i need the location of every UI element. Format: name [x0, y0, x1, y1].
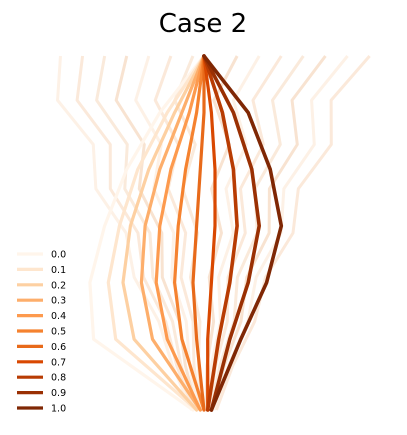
legend-label-0.2: 0.2 — [51, 280, 66, 291]
series-line-0.0 — [88, 54, 206, 412]
faint-trace-4 — [134, 55, 201, 411]
series-line-0.2 — [121, 54, 206, 412]
series-line-0.5 — [173, 54, 206, 412]
series-line-0.3 — [139, 54, 206, 412]
series-line-0.8 — [202, 54, 239, 412]
series-line-0.6 — [191, 54, 206, 412]
legend-label-0.6: 0.6 — [51, 342, 66, 353]
series-line-0.4 — [154, 54, 206, 412]
legend-label-1.0: 1.0 — [51, 404, 66, 415]
legend-label-0.4: 0.4 — [51, 311, 66, 322]
faint-trace-0 — [56, 55, 194, 411]
faint-trace-13 — [214, 55, 371, 411]
legend-label-0.8: 0.8 — [51, 373, 66, 384]
chart-title: Case 2 — [159, 9, 247, 39]
series-layer — [88, 54, 284, 412]
legend-label-0.1: 0.1 — [51, 265, 66, 276]
legend-label-0.0: 0.0 — [51, 250, 66, 261]
series-line-0.1 — [106, 54, 206, 412]
series-line-0.9 — [202, 54, 262, 412]
legend-label-0.7: 0.7 — [51, 357, 66, 368]
series-line-1.0 — [202, 54, 284, 412]
series-line-0.7 — [202, 54, 217, 412]
legend-label-0.9: 0.9 — [51, 388, 66, 399]
faint-trace-5 — [153, 55, 202, 411]
faint-trace-9 — [207, 55, 283, 411]
faint-trace-3 — [114, 55, 199, 411]
legend-label-0.5: 0.5 — [51, 327, 66, 338]
legend: 0.0 0.1 0.2 0.3 0.4 0.5 0.6 0.7 0.8 0.9 1.0 — [17, 250, 66, 415]
faint-trace-11 — [211, 55, 327, 411]
faint-trace-8 — [206, 55, 261, 411]
legend-label-0.3: 0.3 — [51, 296, 66, 307]
faint-trace-2 — [95, 55, 197, 411]
